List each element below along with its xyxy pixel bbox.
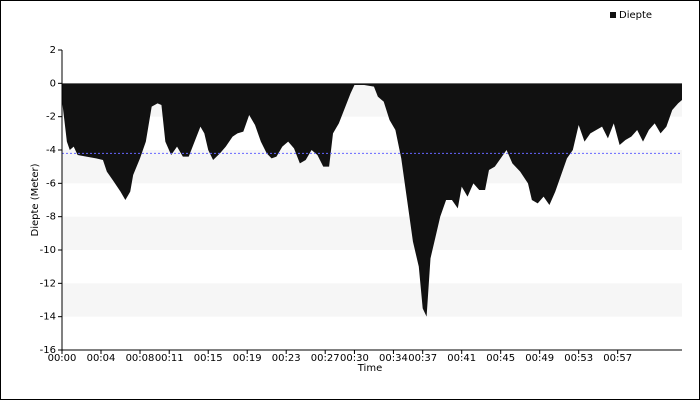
y-axis-title: Diepte (Meter) bbox=[30, 163, 41, 236]
x-tick-label: 00:08 bbox=[126, 353, 155, 364]
x-axis-title: Time bbox=[357, 363, 382, 374]
x-tick-label: 00:45 bbox=[486, 353, 515, 364]
x-tick-label: 00:04 bbox=[87, 353, 116, 364]
y-tick-label: -6 bbox=[46, 178, 56, 189]
legend-swatch bbox=[610, 12, 616, 18]
x-tick-label: 00:53 bbox=[564, 353, 593, 364]
y-tick-label: -10 bbox=[40, 245, 56, 256]
x-tick-label: 00:30 bbox=[340, 353, 369, 364]
y-tick-label: -12 bbox=[40, 278, 56, 289]
x-tick-label: 00:00 bbox=[48, 353, 77, 364]
x-tick-label: 00:15 bbox=[194, 353, 223, 364]
x-tick-label: 00:11 bbox=[155, 353, 184, 364]
y-tick-label: 2 bbox=[50, 45, 56, 56]
x-tick-label: 00:27 bbox=[311, 353, 340, 364]
legend-label: Diepte bbox=[619, 10, 652, 21]
y-tick-label: -2 bbox=[46, 112, 56, 123]
y-tick-label: -14 bbox=[40, 312, 56, 323]
y-tick-label: -4 bbox=[46, 145, 56, 156]
band bbox=[62, 150, 682, 184]
y-tick-label: -16 bbox=[40, 345, 56, 356]
x-tick-label: 00:19 bbox=[233, 353, 262, 364]
x-tick-label: 00:49 bbox=[525, 353, 554, 364]
y-tick-label: -8 bbox=[46, 212, 56, 223]
y-tick-label: 0 bbox=[50, 78, 56, 89]
x-tick-label: 00:37 bbox=[408, 353, 437, 364]
band bbox=[62, 283, 682, 317]
x-tick-label: 00:41 bbox=[447, 353, 476, 364]
depth-area bbox=[62, 83, 682, 317]
x-tick-label: 00:23 bbox=[272, 353, 301, 364]
band bbox=[62, 216, 682, 250]
x-tick-label: 00:57 bbox=[603, 353, 632, 364]
x-tick-label: 00:34 bbox=[379, 353, 408, 364]
